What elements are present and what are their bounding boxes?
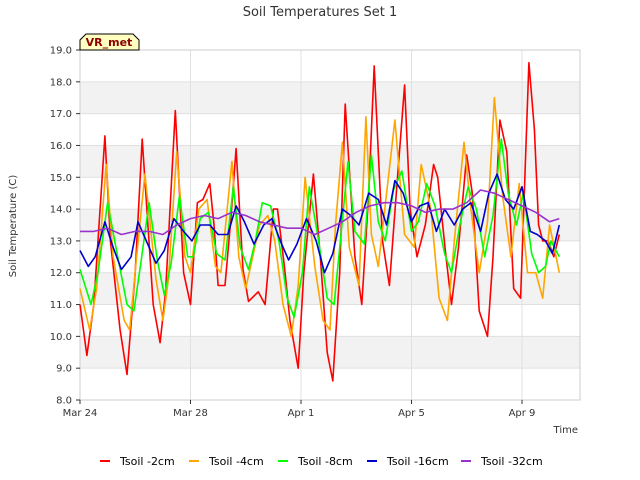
legend-label-1: Tsoil -4cm: [208, 455, 264, 468]
band-5: [80, 209, 580, 241]
y-tick-label-4: 12.0: [50, 268, 72, 279]
series-line-3: [79, 173, 561, 274]
y-tick-label-9: 17.0: [50, 109, 72, 120]
badge-label: VR_met: [86, 36, 133, 49]
y-tick-label-2: 10.0: [50, 332, 72, 343]
y-tick-label-3: 11.0: [50, 300, 72, 311]
band-4: [80, 240, 580, 273]
x-tick-label-2: Apr 1: [288, 408, 315, 419]
band-10: [80, 50, 580, 82]
chart-title: Soil Temperatures Set 1: [243, 5, 398, 20]
series-lines: [79, 61, 561, 382]
y-axis-ticks: 8.0 9.0 10.0 11.0 12.0 13.0 14.0 15.0 16.0 17.0 18…: [50, 46, 80, 407]
legend: Tsoil -2cm Tsoil -4cm Tsoil -8cm Tsoil -16c…: [100, 455, 543, 468]
series-line-0: [79, 61, 561, 382]
x-axis-label: Time: [553, 425, 578, 436]
band-6: [80, 177, 580, 210]
y-tick-label-1: 9.0: [56, 364, 72, 375]
legend-label-0: Tsoil -2cm: [119, 455, 175, 468]
x-tick-label-3: Apr 5: [398, 408, 425, 419]
plot-border: [79, 49, 581, 401]
y-tick-label-7: 15.0: [50, 173, 72, 184]
x-axis-ticks: Mar 24 Mar 28 Apr 1 Apr 5 Apr 9: [63, 400, 536, 419]
legend-label-2: Tsoil -8cm: [297, 455, 353, 468]
plot-background-bands: [80, 50, 580, 400]
x-tick-label-1: Mar 28: [173, 408, 208, 419]
y-tick-label-6: 14.0: [50, 205, 72, 216]
series-line-1: [79, 96, 561, 338]
vr-met-badge: VR_met: [79, 33, 140, 51]
x-tick-label-4: Apr 9: [509, 408, 536, 419]
y-tick-label-11: 19.0: [50, 46, 72, 57]
band-0: [80, 368, 580, 400]
legend-label-3: Tsoil -16cm: [386, 455, 449, 468]
x-tick-label-0: Mar 24: [63, 408, 98, 419]
y-axis-label: Soil Temperature (C): [8, 175, 19, 278]
legend-label-4: Tsoil -32cm: [480, 455, 543, 468]
y-tick-label-0: 8.0: [56, 396, 72, 407]
y-tick-label-10: 18.0: [50, 77, 72, 88]
y-tick-label-5: 13.0: [50, 236, 72, 247]
series-line-4: [80, 189, 560, 236]
band-9: [80, 81, 580, 114]
y-tick-label-8: 16.0: [50, 141, 72, 152]
